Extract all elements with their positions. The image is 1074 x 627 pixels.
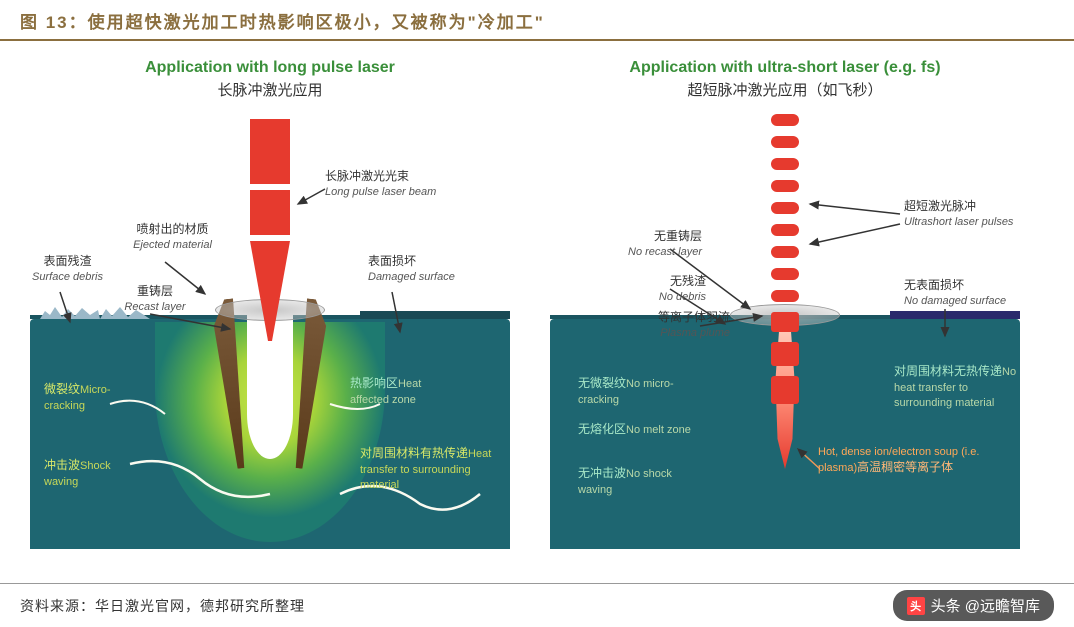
ultrashort-pulses [771, 114, 799, 404]
figure-caption: 图 13：使用超快激光加工时热影响区极小，又被称为"冷加工" [20, 8, 1054, 33]
label-no-micro: 无微裂纹No micro-cracking [578, 376, 708, 407]
label-no-melt: 无熔化区No melt zone [578, 422, 708, 438]
panel-title-right: Application with ultra-short laser (e.g.… [550, 59, 1020, 100]
label-micro-cracking: 微裂纹Micro-cracking [44, 382, 124, 413]
panel-title-en: Application with ultra-short laser (e.g.… [550, 59, 1020, 77]
source-text: 资料来源：华日激光官网，德邦研究所整理 [20, 596, 305, 616]
label-plasma-soup: Hot, dense ion/electron soup (i.e. plasm… [818, 444, 988, 475]
damaged-surface [360, 311, 510, 319]
label-damaged: 表面损坏Damaged surface [368, 254, 488, 284]
label-heat-transfer: 对周围材料有热传递Heat transfer to surrounding ma… [360, 446, 500, 493]
surface-debris [40, 303, 100, 319]
diagram-left: 长脉冲激光光束Long pulse laser beam 喷射出的材质Eject… [30, 114, 510, 549]
label-no-recast: 无重铸层No recast layer [612, 229, 702, 259]
panel-title-cn: 超短脉冲激光应用（如飞秒） [550, 79, 1020, 100]
label-pulses: 超短激光脉冲Ultrashort laser pulses [904, 199, 1014, 229]
diagram-panels: Application with long pulse laser 长脉冲激光应… [0, 41, 1074, 557]
footer: 资料来源：华日激光官网，德邦研究所整理 头 头条 @远瞻智库 [0, 583, 1074, 627]
watermark: 头 头条 @远瞻智库 [893, 590, 1054, 621]
label-no-heat: 对周围材料无热传递No heat transfer to surrounding… [894, 364, 1024, 411]
label-ejected: 喷射出的材质Ejected material [125, 222, 220, 252]
label-shock-waving: 冲击波Shock waving [44, 458, 114, 489]
label-no-damage: 无表面损坏No damaged surface [904, 278, 1024, 308]
label-haz: 热影响区Heat affected zone [350, 376, 460, 407]
panel-title-left: Application with long pulse laser 长脉冲激光应… [30, 59, 510, 100]
label-beam: 长脉冲激光光束Long pulse laser beam [325, 169, 465, 199]
watermark-text: 头条 @远瞻智库 [931, 595, 1040, 616]
long-pulse-beam [250, 119, 290, 369]
panel-title-en: Application with long pulse laser [30, 59, 510, 77]
label-debris: 表面残渣Surface debris [30, 254, 105, 284]
figure-header: 图 13：使用超快激光加工时热影响区极小，又被称为"冷加工" [0, 0, 1074, 41]
diagram-right: 超短激光脉冲Ultrashort laser pulses 无重铸层No rec… [550, 114, 1020, 549]
panel-title-cn: 长脉冲激光应用 [30, 79, 510, 100]
label-no-shock: 无冲击波No shock waving [578, 466, 708, 497]
undamaged-surface [890, 311, 1020, 319]
watermark-icon: 头 [907, 597, 925, 615]
label-no-debris: 无残渣No debris [626, 274, 706, 304]
label-plasma-plume: 等离子体羽流Plasma plume [620, 310, 730, 340]
panel-ultrashort: Application with ultra-short laser (e.g.… [550, 59, 1020, 549]
panel-long-pulse: Application with long pulse laser 长脉冲激光应… [30, 59, 510, 549]
label-recast: 重铸层Recast layer [110, 284, 200, 314]
